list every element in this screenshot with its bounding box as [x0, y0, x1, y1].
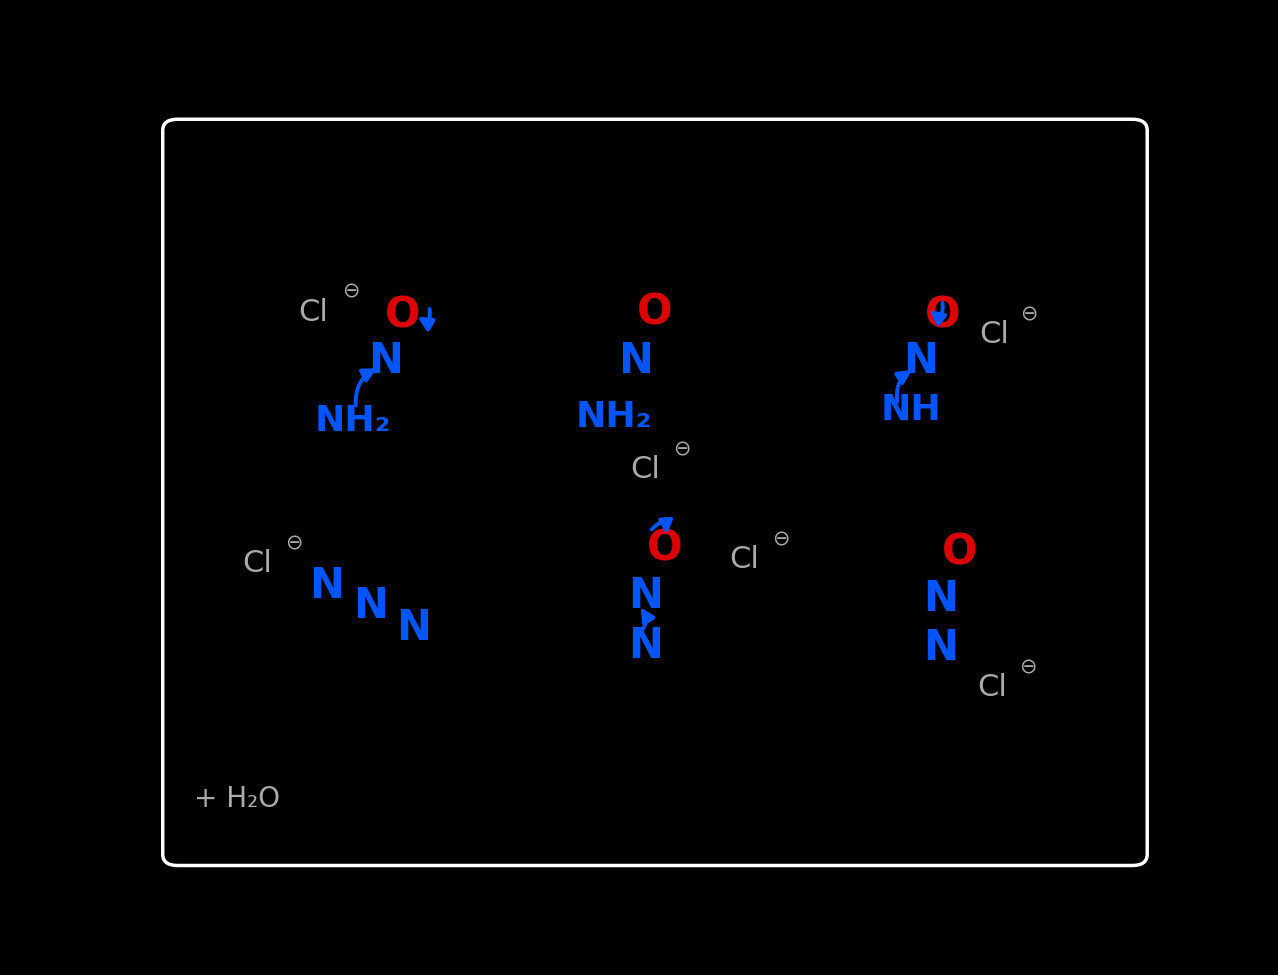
Text: Cl: Cl	[242, 549, 272, 578]
Text: O: O	[385, 295, 420, 337]
Text: O: O	[647, 527, 682, 569]
Text: + H₂O: + H₂O	[194, 785, 280, 813]
Text: NH₂: NH₂	[575, 401, 652, 434]
Text: ⊖: ⊖	[772, 529, 790, 550]
Text: ⊖: ⊖	[343, 281, 359, 301]
Text: Cl: Cl	[298, 297, 328, 327]
Text: N: N	[627, 625, 662, 667]
Text: O: O	[924, 295, 960, 337]
Text: N: N	[309, 566, 344, 607]
Text: N: N	[617, 340, 653, 382]
Text: Cl: Cl	[976, 673, 1007, 702]
Text: O: O	[942, 531, 978, 573]
Text: Cl: Cl	[730, 545, 759, 574]
Text: N: N	[627, 575, 662, 617]
Text: ⊖: ⊖	[674, 440, 690, 459]
Text: O: O	[638, 292, 672, 333]
Text: ⊖: ⊖	[1019, 657, 1036, 678]
Text: N: N	[904, 340, 938, 382]
Text: N: N	[396, 606, 431, 648]
Text: NH₂: NH₂	[314, 404, 391, 438]
Text: ⊖: ⊖	[285, 533, 302, 554]
Text: ⊖: ⊖	[1021, 304, 1038, 325]
Text: N: N	[353, 586, 389, 628]
Text: N: N	[923, 627, 957, 669]
Text: NH: NH	[881, 393, 941, 427]
Text: N: N	[923, 578, 957, 620]
Text: Cl: Cl	[979, 320, 1008, 349]
Text: N: N	[368, 340, 403, 382]
Text: Cl: Cl	[630, 455, 659, 485]
